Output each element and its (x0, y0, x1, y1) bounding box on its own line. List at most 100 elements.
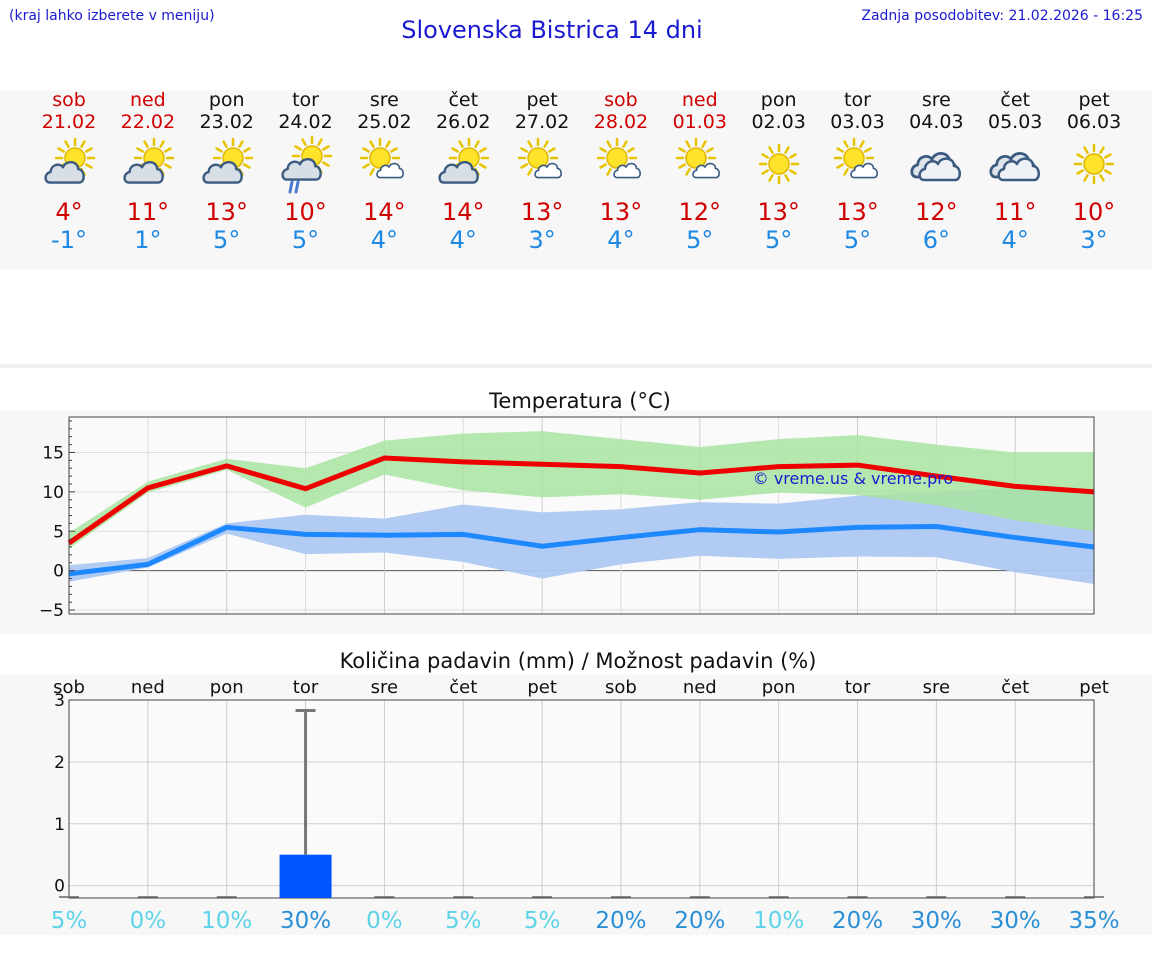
sun-ray (842, 168, 849, 176)
temp-max: 13° (520, 198, 564, 226)
temp-min: 4° (607, 226, 635, 254)
sun-ray (1099, 146, 1105, 154)
day-date: 25.02 (357, 111, 412, 133)
precip-day-label: čet (1001, 677, 1029, 698)
sun-ray (362, 163, 371, 169)
sun-ray (159, 140, 165, 148)
sun-ray (163, 163, 172, 169)
temp-max: 10° (284, 198, 327, 226)
temp-max: 14° (441, 198, 485, 226)
precip-day-label: pon (762, 677, 796, 698)
precip-probability: 0% (130, 908, 167, 934)
precip-day-label: tor (293, 677, 319, 698)
precip-ytick-label: 0 (54, 877, 65, 897)
precip-day-label: čet (449, 677, 477, 698)
forecast-strip (0, 90, 1152, 270)
temp-min: 5° (291, 226, 320, 254)
day-date: 21.02 (41, 111, 97, 133)
sun-ray (1099, 174, 1105, 182)
precip-day-label: sre (923, 677, 950, 698)
temp-min: 5° (686, 226, 714, 254)
sun-small-cloud-icon (517, 137, 563, 179)
cloud-path (849, 162, 878, 179)
day-name: čet (1000, 89, 1030, 111)
sun-small-cloud-icon (596, 137, 641, 179)
sun-ray (783, 174, 790, 182)
sun-cloud-icon (44, 137, 96, 184)
temp-ytick-label: 10 (42, 483, 64, 503)
sun-ray (858, 140, 865, 148)
temp-min: 4° (1001, 226, 1029, 254)
precip-chart-title: Količina padavin (mm) / Možnost padavin … (340, 649, 817, 673)
day-name: pet (1078, 89, 1110, 111)
precip-day-label: sre (371, 677, 398, 698)
temp-max: 13° (836, 198, 879, 226)
precip-day-label: pet (1079, 677, 1109, 698)
sun-ray (760, 169, 769, 175)
sun-ray (369, 140, 376, 148)
cloud-shape (534, 162, 563, 179)
sun-ray (863, 147, 872, 153)
cloud-path (44, 161, 85, 184)
temp-ytick-label: −5 (39, 601, 64, 621)
sun-ray (242, 147, 251, 153)
precip-probability: 30% (911, 908, 962, 934)
sun-cloud-icon (438, 137, 490, 184)
sun-icon (1073, 143, 1115, 185)
sun-ray (788, 153, 797, 159)
temp-min: 5° (843, 226, 872, 254)
sun-ray (685, 140, 691, 148)
temp-min: 3° (528, 226, 556, 254)
precip-probability: 5% (524, 908, 561, 934)
precip-probability: 30% (990, 908, 1041, 934)
temperature-chart: Temperatura (°C) −5 0 5 10 15 © vreme.us & vr… (39, 389, 1095, 621)
sun-cloud-rain-icon (280, 135, 332, 194)
min-temp-line (68, 524, 1095, 577)
precip-ytick-label: 3 (54, 691, 65, 711)
cloud-shape (997, 157, 1041, 182)
sun-ray (767, 146, 774, 154)
day-date: 04.03 (909, 111, 964, 133)
precip-probability: 5% (51, 908, 88, 934)
sun-ray (527, 140, 533, 148)
sun-ray (385, 140, 392, 148)
rain-drop (288, 180, 294, 194)
sun-ray (543, 140, 549, 148)
cloud-shape (202, 161, 243, 184)
temp-min: 3° (1080, 226, 1108, 254)
sun-ray (606, 168, 612, 176)
sun-ray (705, 147, 714, 153)
sun-ray (479, 147, 487, 153)
sun-ray (362, 147, 371, 153)
cloud-path (918, 157, 962, 182)
precip-day-label: pet (527, 677, 557, 698)
sun-ray (678, 163, 686, 169)
sun-ray (293, 145, 302, 151)
day-name: pet (526, 89, 558, 111)
precip-frame (68, 699, 1095, 899)
cloud-path (534, 162, 563, 179)
sun-ray (57, 147, 65, 153)
day-name: sob (604, 89, 638, 111)
rain-drop (294, 180, 300, 194)
sun-shape (1073, 143, 1115, 185)
precip-probability: 35% (1068, 908, 1119, 934)
sun-ray (1076, 169, 1085, 175)
sun-ray (835, 147, 844, 153)
cloud-shape (438, 161, 480, 184)
day-date: 02.03 (751, 111, 806, 133)
min-range-band (69, 487, 1095, 585)
day-date: 27.02 (514, 111, 570, 133)
precip-probability: 20% (832, 908, 883, 934)
precip-bar (279, 854, 332, 898)
cloud-shape (613, 162, 641, 179)
sun-ray (1104, 153, 1112, 159)
separator (0, 364, 1152, 368)
day-date: 01.03 (672, 111, 727, 133)
last-update: Zadnja posodobitev: 21.02.2026 - 16:25 (861, 8, 1143, 24)
sun-shape (596, 137, 638, 179)
temp-ytick-label: 0 (53, 562, 64, 582)
cloud-path (613, 162, 641, 179)
temp-max: 11° (126, 198, 170, 226)
sun-ray (1104, 169, 1112, 175)
